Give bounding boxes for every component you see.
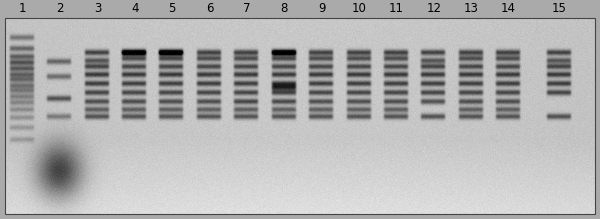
Text: 11: 11 xyxy=(389,2,404,15)
Text: 8: 8 xyxy=(280,2,288,15)
Text: 13: 13 xyxy=(464,2,479,15)
Text: 3: 3 xyxy=(94,2,101,15)
Text: 15: 15 xyxy=(552,2,567,15)
Text: 5: 5 xyxy=(168,2,176,15)
Bar xyxy=(5,18,595,214)
Text: 14: 14 xyxy=(501,2,516,15)
Text: 10: 10 xyxy=(352,2,367,15)
Text: 9: 9 xyxy=(318,2,326,15)
Text: 6: 6 xyxy=(206,2,214,15)
Text: 12: 12 xyxy=(427,2,442,15)
Text: 1: 1 xyxy=(19,2,26,15)
Text: 4: 4 xyxy=(131,2,139,15)
Text: 2: 2 xyxy=(56,2,64,15)
Text: 7: 7 xyxy=(243,2,251,15)
